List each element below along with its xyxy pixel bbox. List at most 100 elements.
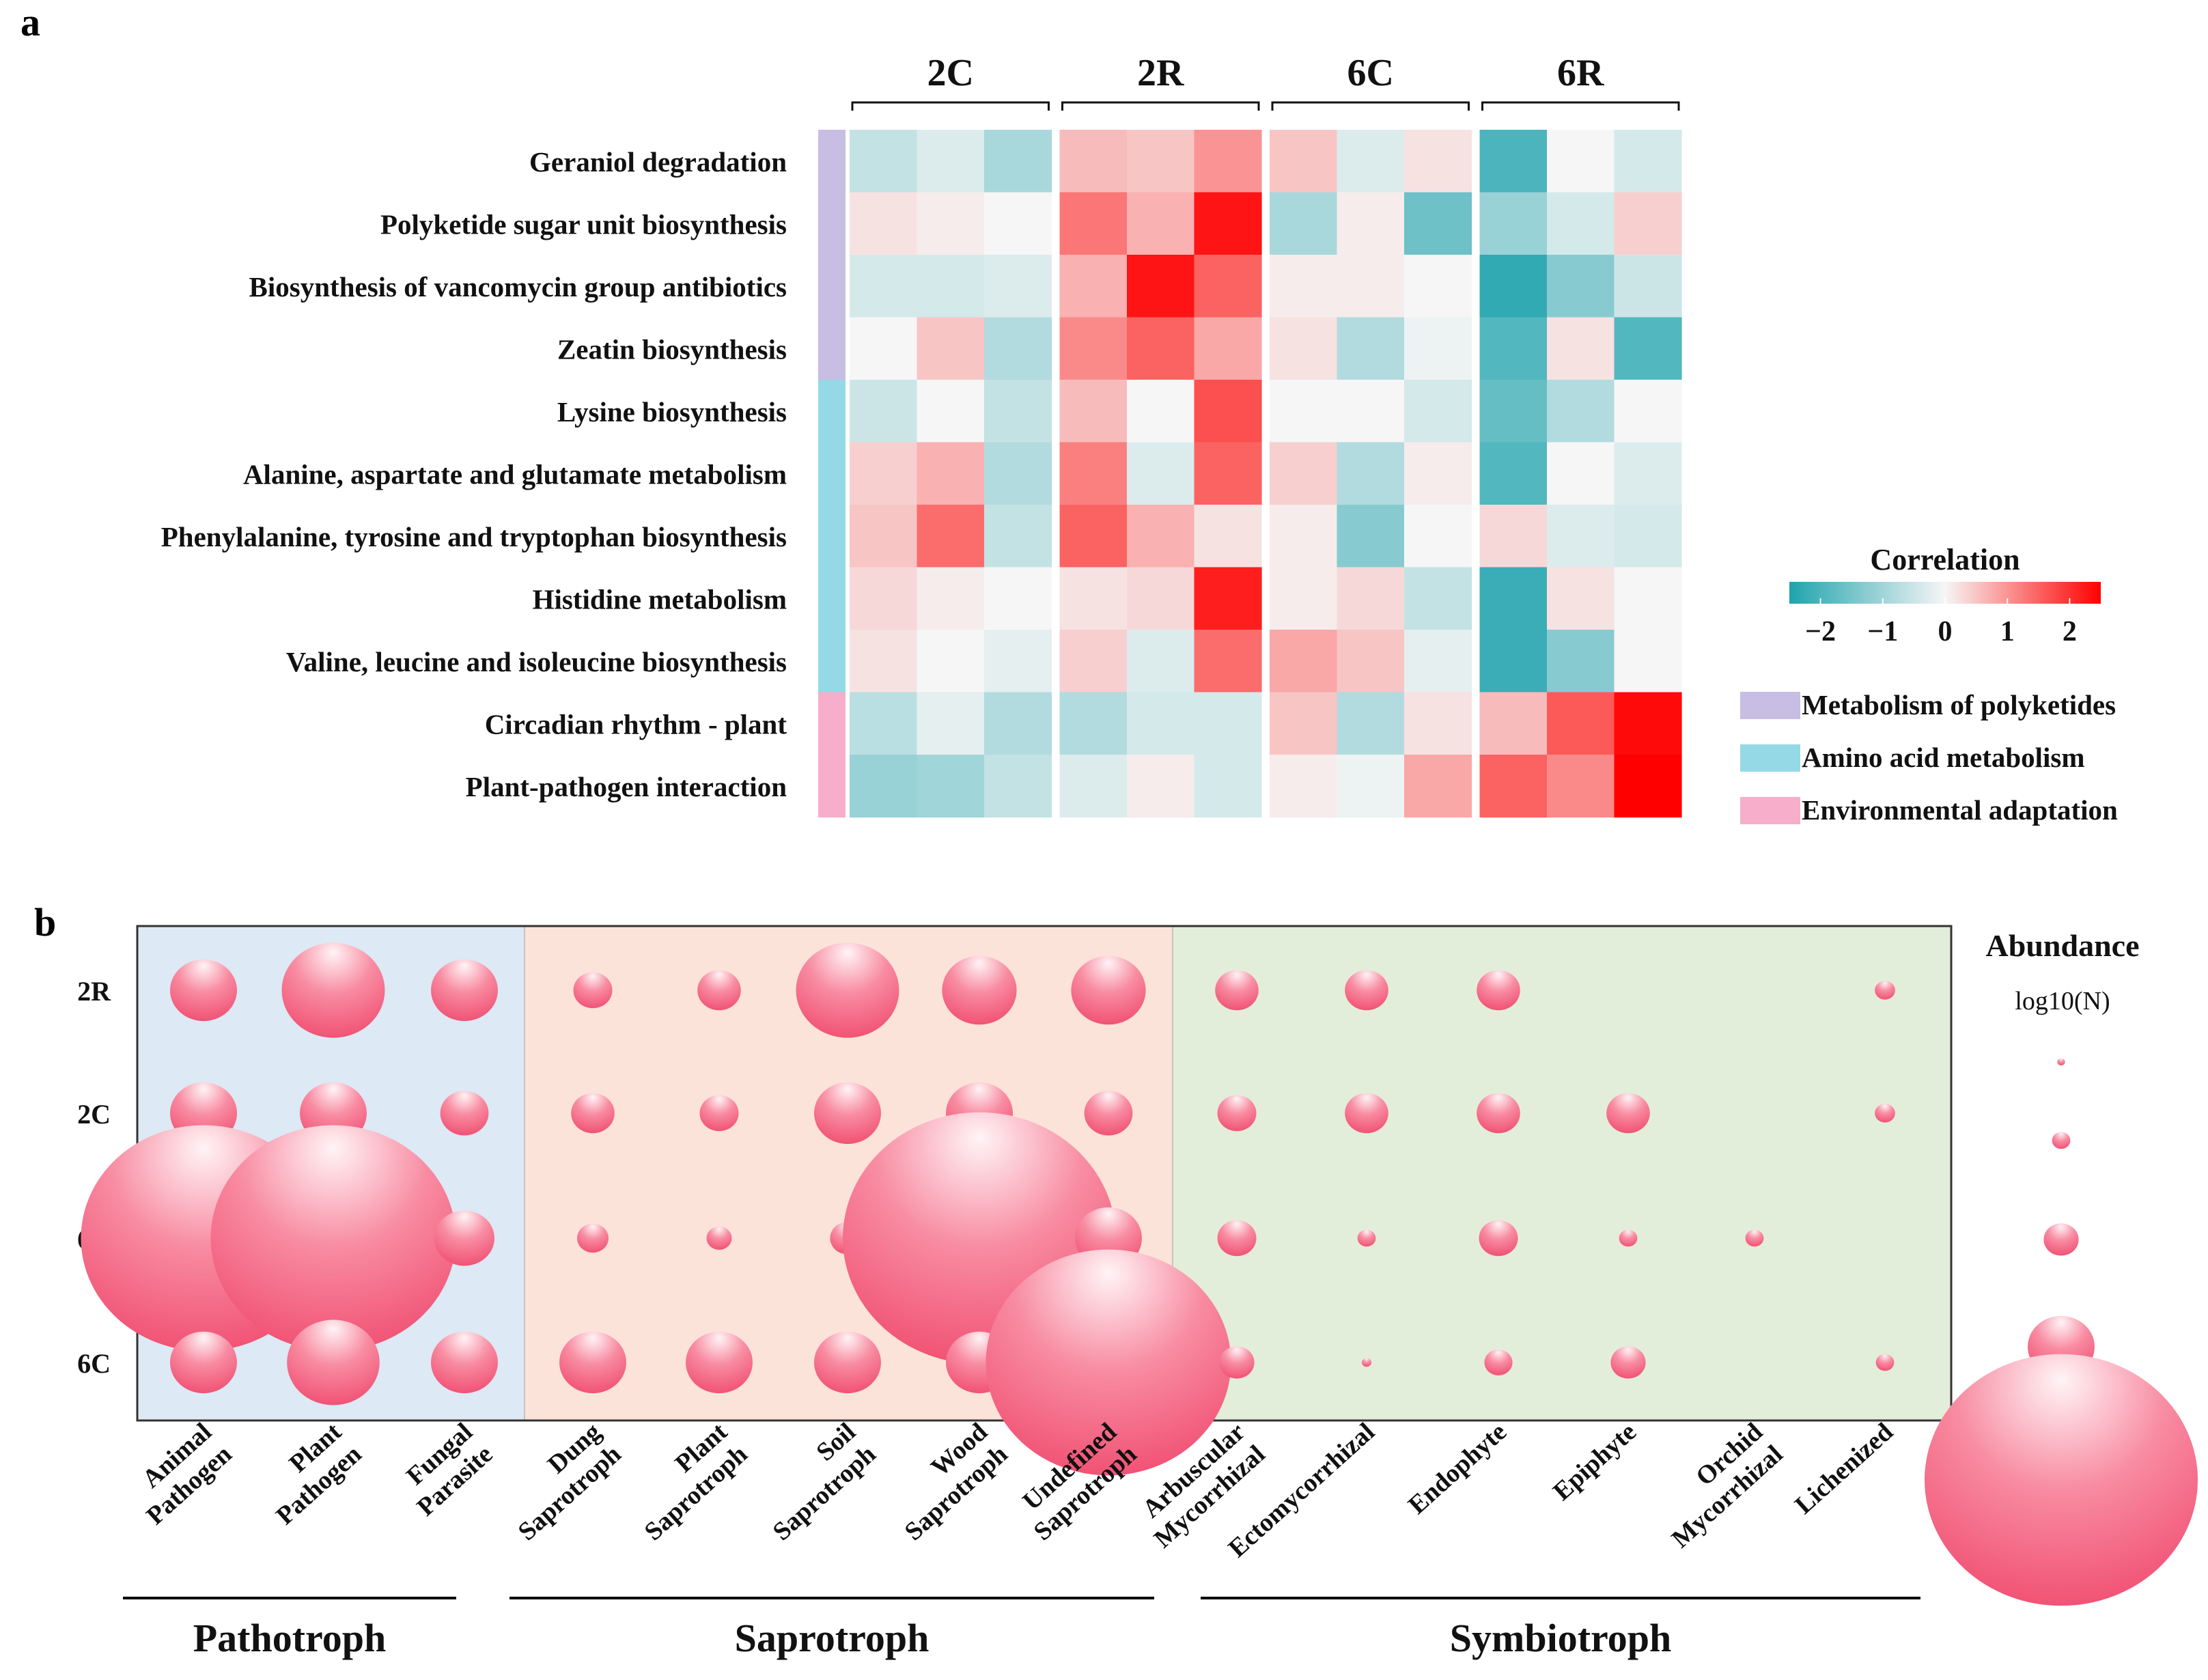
heatmap-cell bbox=[1614, 567, 1682, 630]
heatmap-cell bbox=[850, 442, 918, 505]
heatmap-cell bbox=[1059, 567, 1128, 630]
heatmap-cell bbox=[1194, 755, 1262, 818]
group-label: Symbiotroph bbox=[1450, 1616, 1671, 1660]
bubble bbox=[1345, 970, 1388, 1011]
heatmap-cell bbox=[1614, 192, 1682, 255]
bubble bbox=[287, 1319, 380, 1405]
heatmap-cell bbox=[850, 567, 918, 630]
row-label: Plant-pathogen interaction bbox=[466, 771, 787, 802]
heatmap-cell bbox=[1479, 567, 1548, 630]
heatmap-cell bbox=[1614, 505, 1682, 568]
heatmap-cell bbox=[1404, 317, 1472, 380]
bubble bbox=[1619, 1229, 1638, 1247]
heatmap-cell bbox=[1270, 755, 1338, 818]
bubble bbox=[814, 1082, 881, 1145]
column-group-label: 6C bbox=[1347, 52, 1394, 94]
heatmap-cell bbox=[1547, 692, 1615, 755]
category-bar-segment bbox=[818, 755, 846, 818]
heatmap-cell bbox=[984, 130, 1052, 193]
bubble bbox=[1875, 1354, 1895, 1371]
bubble bbox=[1610, 1346, 1646, 1379]
heatmap-cell bbox=[984, 255, 1052, 318]
bubble bbox=[210, 1125, 456, 1352]
heatmap-cell bbox=[984, 442, 1052, 505]
heatmap-cell bbox=[1337, 505, 1405, 568]
column-group-bracket bbox=[1271, 101, 1470, 111]
heatmap-cell bbox=[1337, 567, 1405, 630]
heatmap-cell bbox=[917, 192, 985, 255]
heatmap-cell bbox=[1479, 442, 1548, 505]
heatmap-cell bbox=[1270, 317, 1338, 380]
row-label: Valine, leucine and isoleucine biosynthe… bbox=[286, 646, 787, 677]
heatmap-cell bbox=[1614, 755, 1682, 818]
heatmap-cell bbox=[1127, 130, 1195, 193]
heatmap-cell bbox=[1404, 442, 1472, 505]
column-group-label: 2C bbox=[927, 52, 974, 94]
row-label: Lysine biosynthesis bbox=[557, 396, 787, 428]
heatmap-cell bbox=[917, 130, 985, 193]
heatmap-cell bbox=[917, 317, 985, 380]
heatmap-cell bbox=[1614, 317, 1682, 380]
row-label: Geraniol degradation bbox=[529, 146, 787, 178]
colorbar-title: Correlation bbox=[1870, 543, 2020, 576]
size-legend-bubble bbox=[2052, 1132, 2071, 1149]
heatmap-cell bbox=[1270, 692, 1338, 755]
heatmap-cell bbox=[1270, 130, 1338, 193]
heatmap-cell bbox=[1404, 505, 1472, 568]
size-legend-bubble bbox=[1925, 1354, 2198, 1606]
heatmap-cell bbox=[1614, 630, 1682, 693]
bubble bbox=[1215, 970, 1259, 1011]
bubble bbox=[440, 1091, 489, 1136]
bubble bbox=[434, 1210, 494, 1266]
x-tick-label-line: Lichenized bbox=[1789, 1417, 1899, 1520]
heatmap-cell bbox=[1059, 442, 1128, 505]
heatmap-cell bbox=[1404, 380, 1472, 443]
bubble bbox=[1745, 1229, 1764, 1247]
heatmap-cell bbox=[1479, 130, 1548, 193]
bubble bbox=[1217, 1095, 1257, 1132]
bubble bbox=[814, 1331, 881, 1394]
bubble bbox=[697, 970, 741, 1011]
heatmap: Geraniol degradation Polyketide sugar uni… bbox=[161, 52, 1682, 818]
y-tick-label: 6C bbox=[77, 1348, 111, 1379]
heatmap-cell bbox=[1270, 630, 1338, 693]
heatmap-cell bbox=[1547, 130, 1615, 193]
heatmap-cell bbox=[1127, 192, 1195, 255]
heatmap-cell bbox=[1194, 192, 1262, 255]
heatmap-cell bbox=[917, 630, 985, 693]
heatmap-cell bbox=[1337, 630, 1405, 693]
heatmap-cell bbox=[984, 567, 1052, 630]
heatmap-cell bbox=[1194, 130, 1262, 193]
bubble bbox=[796, 942, 899, 1038]
heatmap-cell bbox=[1337, 130, 1405, 193]
heatmap-legend: Correlation −2 −1 0 1 2 Metabolism of polyketi… bbox=[1740, 543, 2118, 826]
bubble bbox=[1071, 955, 1146, 1025]
heatmap-cell bbox=[917, 567, 985, 630]
heatmap-cell bbox=[1059, 130, 1128, 193]
heatmap-cell bbox=[1479, 505, 1548, 568]
heatmap-cell bbox=[1127, 692, 1195, 755]
heatmap-cell bbox=[1059, 192, 1128, 255]
heatmap-cell bbox=[984, 192, 1052, 255]
size-legend-subtitle: log10(N) bbox=[2015, 987, 2110, 1016]
row-label: Circadian rhythm - plant bbox=[485, 708, 787, 740]
heatmap-cell bbox=[1547, 255, 1615, 318]
heatmap-cell bbox=[1547, 505, 1615, 568]
colorbar-tick-label: 2 bbox=[2063, 616, 2077, 647]
category-legend-swatch bbox=[1740, 797, 1800, 824]
x-tick-label: PlantSaprotroph bbox=[619, 1417, 753, 1546]
heatmap-cell bbox=[1194, 442, 1262, 505]
bubble bbox=[699, 1095, 739, 1132]
bubble bbox=[170, 1331, 237, 1394]
heatmap-cell bbox=[1479, 692, 1548, 755]
heatmap-cell bbox=[850, 130, 918, 193]
group-label: Saprotroph bbox=[735, 1616, 930, 1660]
category-bar-segment bbox=[818, 192, 846, 255]
bubble bbox=[1606, 1093, 1650, 1134]
heatmap-cell bbox=[1059, 505, 1128, 568]
heatmap-cell bbox=[850, 380, 918, 443]
heatmap-cell bbox=[1404, 630, 1472, 693]
heatmap-cell bbox=[1194, 380, 1262, 443]
bubble bbox=[1479, 1220, 1518, 1257]
heatmap-cell bbox=[1404, 692, 1472, 755]
